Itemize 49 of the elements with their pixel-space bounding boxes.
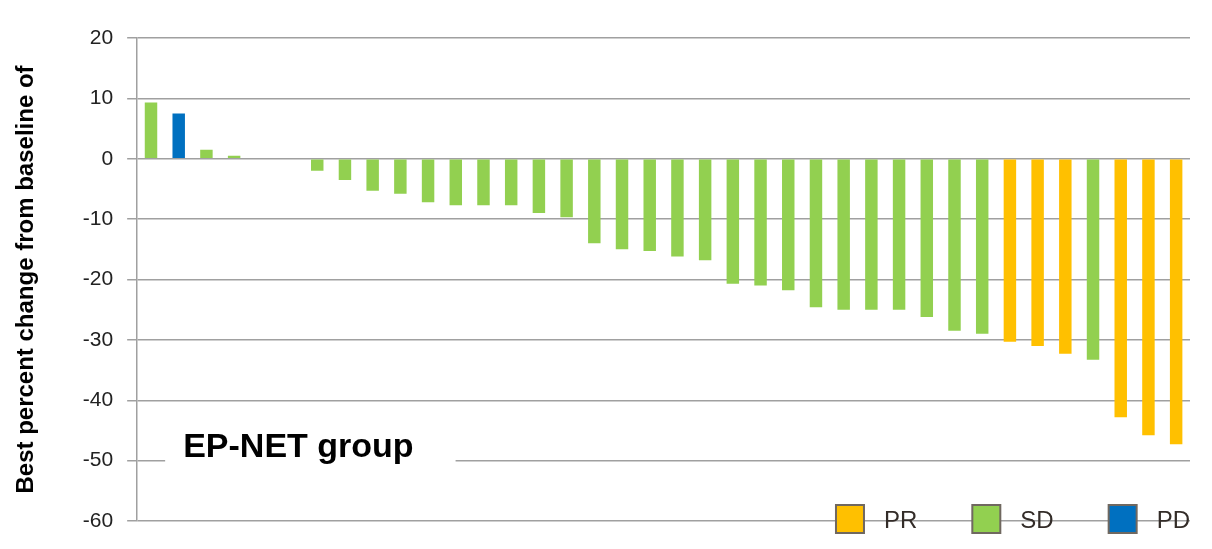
y-tick-label: -40: [82, 387, 114, 411]
bar: [615, 159, 629, 250]
y-tick-label: 0: [101, 145, 114, 169]
bar: [144, 102, 158, 158]
bar: [311, 159, 324, 171]
bar: [338, 159, 352, 180]
y-tick-label: 10: [89, 85, 114, 109]
annotation: EP-NET group: [183, 426, 414, 465]
bar: [643, 159, 656, 252]
y-tick-label: -10: [82, 205, 114, 229]
y-tick-label: 20: [89, 24, 114, 48]
bar: [504, 159, 518, 206]
bar: [366, 159, 379, 191]
bar: [172, 113, 185, 158]
legend-label: SD: [1020, 505, 1054, 533]
bar: [1003, 159, 1017, 342]
y-tick-label: -50: [82, 447, 114, 471]
y-axis-title: Best percent change from baseline of: [11, 64, 39, 494]
bar: [1169, 159, 1183, 445]
bar: [449, 159, 463, 206]
bar: [948, 159, 961, 331]
bar: [1142, 159, 1155, 436]
bar: [754, 159, 767, 286]
y-tick-label: -60: [82, 507, 114, 531]
bar: [394, 159, 407, 194]
bar: [588, 159, 601, 244]
y-tick-label: -30: [82, 326, 114, 350]
bar: [200, 149, 213, 158]
bar: [671, 159, 684, 257]
bar: [726, 159, 740, 284]
bar: [1031, 159, 1044, 346]
bar: [532, 159, 546, 214]
bar: [477, 159, 490, 206]
bar: [1086, 159, 1100, 360]
bar: [920, 159, 934, 317]
bar: [782, 159, 795, 291]
bar: [865, 159, 878, 310]
bar: [892, 159, 906, 310]
y-tick-label: -20: [82, 266, 114, 290]
bar: [698, 159, 712, 261]
bar: [837, 159, 850, 310]
bar: [975, 159, 989, 334]
legend-label: PR: [883, 505, 918, 533]
legend-label: PD: [1156, 505, 1190, 533]
bar: [1114, 159, 1127, 418]
bar: [421, 159, 435, 203]
bar: [809, 159, 823, 308]
bar: [560, 159, 573, 218]
bar: [1059, 159, 1072, 354]
